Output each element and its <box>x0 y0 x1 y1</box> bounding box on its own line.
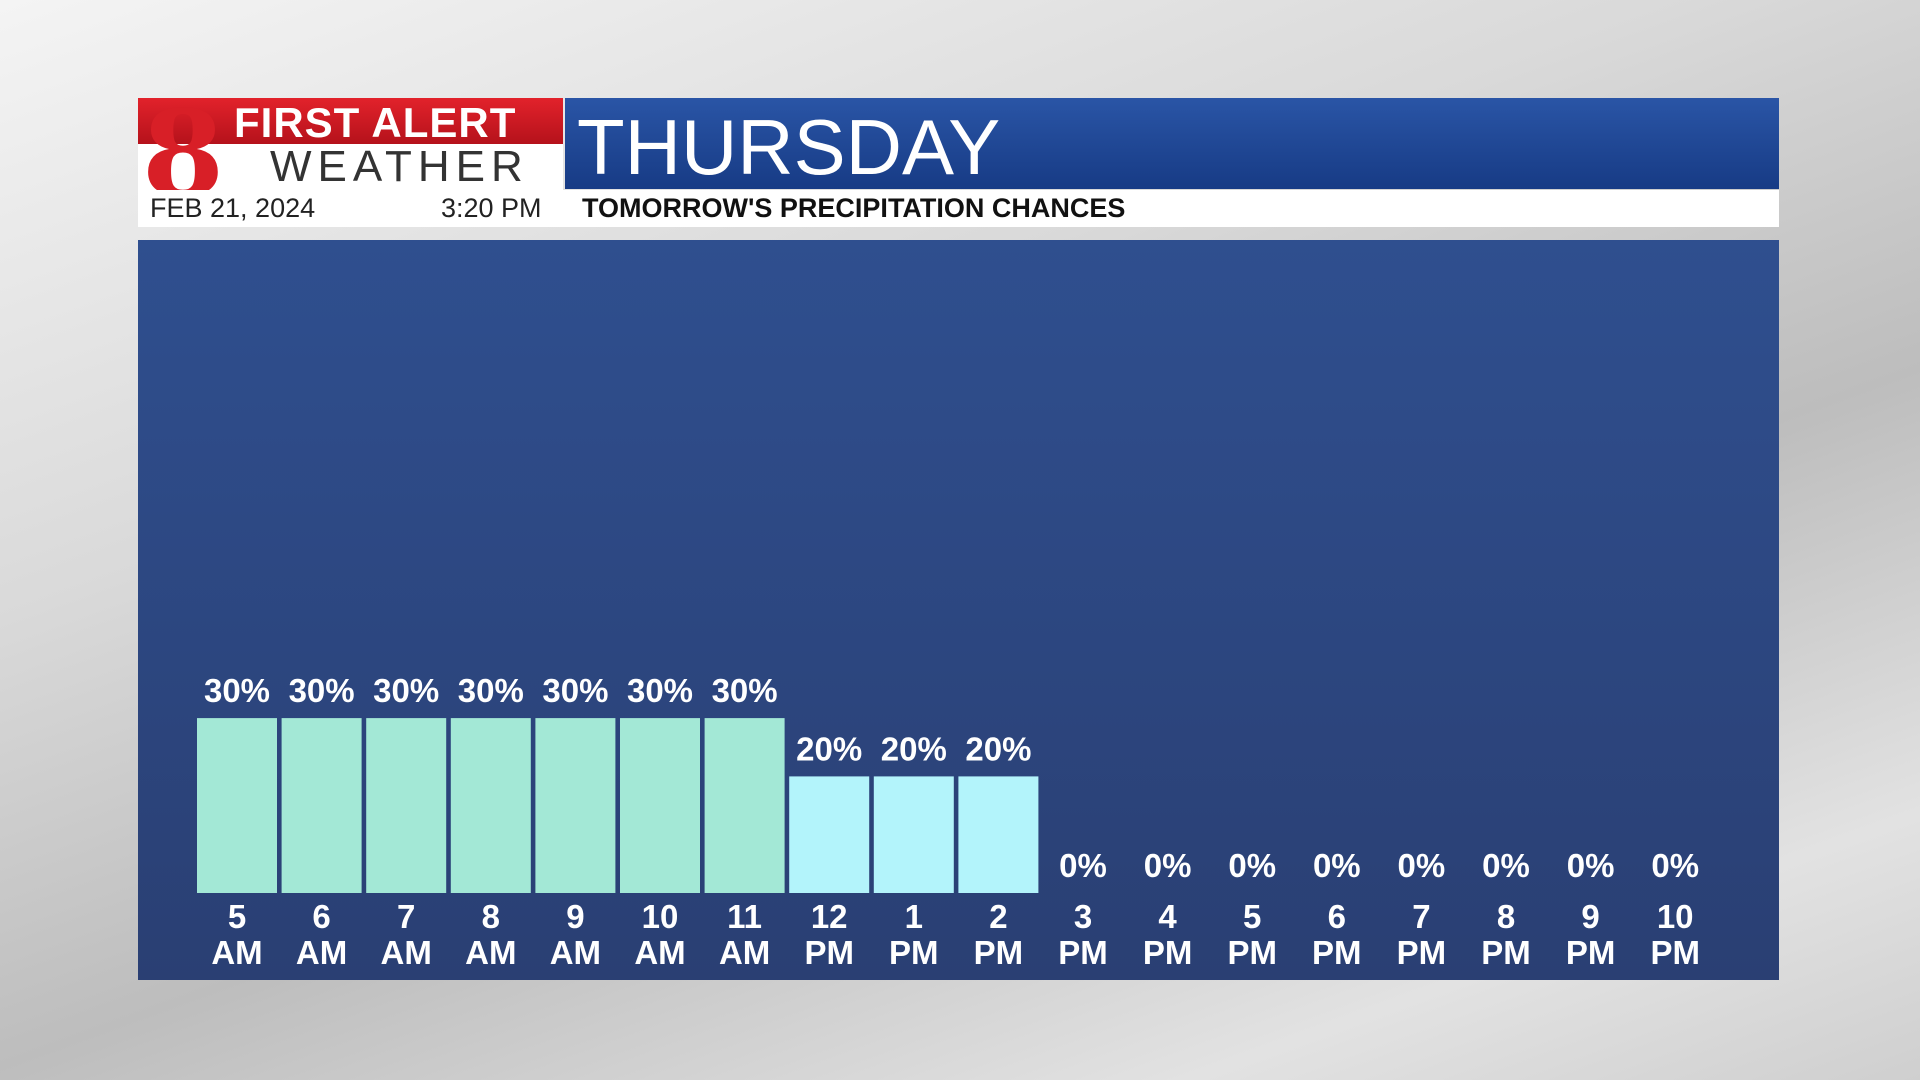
logo: 8 FIRST ALERT WEATHER <box>138 98 563 190</box>
logo-banner <box>138 98 563 144</box>
date: FEB 21, 2024 <box>150 193 316 223</box>
logo-number: 8 <box>142 98 225 190</box>
value-label: 30% <box>373 672 439 709</box>
time: 3:20 PM <box>441 193 542 223</box>
x-tick-label: 11 AM <box>718 898 771 971</box>
value-label: 20% <box>796 730 862 767</box>
title-bar: THURSDAY <box>565 98 1779 191</box>
bar <box>281 718 362 893</box>
bar <box>789 776 870 893</box>
x-tick-label: 10 PM <box>1650 898 1700 971</box>
bar <box>704 718 785 893</box>
x-tick-label: 8 AM <box>465 898 517 971</box>
title: THURSDAY <box>577 103 1001 191</box>
x-tick-label: 7 PM <box>1396 898 1447 971</box>
value-label: 30% <box>712 672 778 709</box>
x-tick-label: 9 PM <box>1565 898 1616 971</box>
value-label: 0% <box>1398 847 1446 884</box>
bar <box>873 776 954 893</box>
bar <box>535 718 616 893</box>
x-tick-label: 5 PM <box>1227 898 1277 971</box>
x-tick-label: 12 PM <box>804 898 854 971</box>
x-tick-label: 10 AM <box>634 898 686 971</box>
x-tick-label: 7 AM <box>380 898 432 971</box>
bar <box>197 718 277 893</box>
value-label: 20% <box>881 730 947 767</box>
x-tick-label: 9 AM <box>549 898 602 971</box>
value-label: 30% <box>289 672 355 709</box>
x-tick-label: 2 PM <box>973 898 1024 971</box>
value-label: 0% <box>1228 847 1276 884</box>
value-label: 0% <box>1482 847 1530 884</box>
value-label: 30% <box>458 672 524 709</box>
x-tick-label: 6 PM <box>1312 898 1362 971</box>
brand-bottom: WEATHER <box>270 142 529 190</box>
value-label: 0% <box>1059 847 1107 884</box>
value-label: 30% <box>204 672 270 709</box>
x-tick-label: 4 PM <box>1142 898 1193 971</box>
bar <box>958 776 1039 893</box>
value-label: 0% <box>1651 847 1699 884</box>
value-label: 30% <box>627 672 693 709</box>
value-label: 20% <box>965 730 1031 767</box>
x-tick-label: 8 PM <box>1481 898 1531 971</box>
x-tick-label: 1 PM <box>889 898 939 971</box>
value-label: 0% <box>1144 847 1192 884</box>
value-label: 0% <box>1313 847 1361 884</box>
value-label: 0% <box>1567 847 1615 884</box>
brand-top: FIRST ALERT <box>234 99 517 146</box>
bar <box>620 718 700 893</box>
x-tick-label: 5 AM <box>211 898 263 971</box>
value-label: 30% <box>542 672 608 709</box>
bar <box>366 718 447 893</box>
subtitle: TOMORROW'S PRECIPITATION CHANCES <box>582 193 1126 223</box>
bar <box>450 718 531 893</box>
info-strip: FEB 21, 2024 3:20 PM TOMORROW'S PRECIPIT… <box>138 190 1779 227</box>
x-tick-label: 3 PM <box>1058 898 1108 971</box>
x-tick-label: 6 AM <box>295 898 348 971</box>
